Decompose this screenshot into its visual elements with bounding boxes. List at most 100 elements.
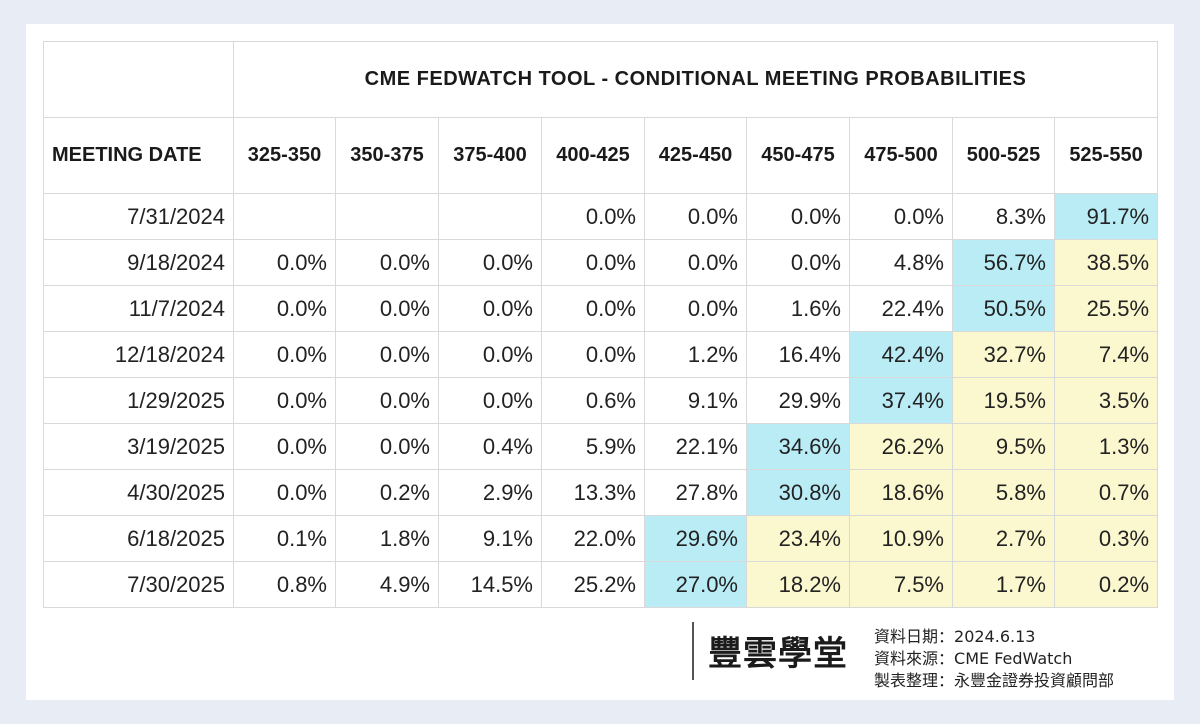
meeting-date-cell: 12/18/2024 [43, 331, 234, 378]
meeting-date-cell: 6/18/2025 [43, 515, 234, 562]
probability-cell: 56.7% [952, 239, 1055, 286]
column-header-425-450: 425-450 [644, 117, 747, 194]
probability-cell: 25.2% [541, 561, 645, 608]
probability-cell: 0.0% [438, 377, 542, 424]
column-header-500-525: 500-525 [952, 117, 1055, 194]
probability-cell: 37.4% [849, 377, 953, 424]
probability-cell: 25.5% [1053, 285, 1159, 332]
meeting-date-cell: 1/29/2025 [43, 377, 234, 424]
probability-cell: 0.0% [335, 285, 439, 332]
probability-cell: 9.1% [438, 515, 542, 562]
meeting-date-cell: 11/7/2024 [43, 285, 234, 332]
probability-cell: 0.0% [849, 193, 953, 240]
probability-cell: 34.6% [746, 423, 850, 470]
table-row: 6/18/2025 0.1% 1.8% 9.1% 22.0% 29.6% 23.4% 10.9… [43, 515, 1159, 562]
probability-cell: 0.0% [233, 331, 336, 378]
chart-card: CME FEDWATCH TOOL - CONDITIONAL MEETING … [26, 24, 1174, 700]
probability-cell: 2.9% [438, 469, 542, 516]
probability-cell: 38.5% [1053, 239, 1159, 286]
probability-cell: 1.8% [335, 515, 439, 562]
probability-cell: 1.6% [746, 285, 850, 332]
probability-cell: 0.0% [644, 239, 747, 286]
table-body: 7/31/2024 0.0% 0.0% 0.0% 0.0% 8.3% 91.7% 9/18/2… [43, 193, 1159, 608]
probability-cell: 7.4% [1053, 331, 1159, 378]
probability-cell: 23.4% [746, 515, 850, 562]
table-row: 12/18/2024 0.0% 0.0% 0.0% 0.0% 1.2% 16.4% 42.4%… [43, 331, 1159, 378]
probability-cell: 0.0% [233, 239, 336, 286]
probability-cell: 0.1% [233, 515, 336, 562]
column-header-row: MEETING DATE 325-350 350-375 375-400 400-42… [43, 117, 1159, 194]
probability-cell: 27.0% [644, 561, 747, 608]
probability-cell: 0.0% [541, 193, 645, 240]
probability-cell: 0.0% [233, 377, 336, 424]
probability-cell: 0.0% [541, 331, 645, 378]
probability-cell: 0.2% [1053, 561, 1159, 608]
probability-cell: 27.8% [644, 469, 747, 516]
table-row: 4/30/2025 0.0% 0.2% 2.9% 13.3% 27.8% 30.8% 18.6… [43, 469, 1159, 516]
probability-cell: 22.4% [849, 285, 953, 332]
probability-cell: 16.4% [746, 331, 850, 378]
probability-cell: 4.9% [335, 561, 439, 608]
probability-cell: 0.6% [541, 377, 645, 424]
probability-cell: 7.5% [849, 561, 953, 608]
table-row: 11/7/2024 0.0% 0.0% 0.0% 0.0% 0.0% 1.6% 22.4% 50… [43, 285, 1159, 332]
column-header-350-375: 350-375 [335, 117, 439, 194]
probability-cell: 0.0% [335, 377, 439, 424]
column-header-325-350: 325-350 [233, 117, 336, 194]
probability-cell: 29.6% [644, 515, 747, 562]
probability-cell: 8.3% [952, 193, 1055, 240]
probability-cell: 0.0% [233, 285, 336, 332]
probability-cell: 0.0% [335, 331, 439, 378]
column-header-450-475: 450-475 [746, 117, 850, 194]
note-compiler: 製表整理：永豐金證券投資顧問部 [874, 671, 1115, 690]
probability-cell: 0.3% [1053, 515, 1159, 562]
probability-cell: 0.0% [746, 239, 850, 286]
table-row: 1/29/2025 0.0% 0.0% 0.0% 0.6% 9.1% 29.9% 37.4% 1… [43, 377, 1159, 424]
probability-cell: 0.4% [438, 423, 542, 470]
probability-cell: 91.7% [1053, 193, 1159, 240]
meeting-date-cell: 7/31/2024 [43, 193, 234, 240]
probability-cell: 30.8% [746, 469, 850, 516]
probability-cell: 5.8% [952, 469, 1055, 516]
probability-cell: 32.7% [952, 331, 1055, 378]
probability-cell: 0.0% [233, 423, 336, 470]
probability-cell: 22.0% [541, 515, 645, 562]
meeting-date-header: MEETING DATE [43, 117, 234, 194]
source-notes: 資料日期：2024.6.13 資料來源：CME FedWatch 製表整理：永豐… [874, 626, 1114, 692]
probability-cell: 42.4% [849, 331, 953, 378]
table-row: 7/30/2025 0.8% 4.9% 14.5% 25.2% 27.0% 18.2% 7.5… [43, 561, 1159, 608]
probability-cell: 0.0% [746, 193, 850, 240]
probability-cell: 0.0% [438, 285, 542, 332]
footer-divider [692, 622, 694, 680]
meeting-date-cell: 9/18/2024 [43, 239, 234, 286]
probability-cell: 22.1% [644, 423, 747, 470]
probability-cell [438, 193, 542, 240]
probability-cell: 26.2% [849, 423, 953, 470]
column-header-525-550: 525-550 [1053, 117, 1159, 194]
column-header-400-425: 400-425 [541, 117, 645, 194]
probability-cell: 3.5% [1053, 377, 1159, 424]
probability-cell: 29.9% [746, 377, 850, 424]
probability-cell: 0.0% [438, 331, 542, 378]
probability-cell: 9.1% [644, 377, 747, 424]
note-source: 資料來源：CME FedWatch [874, 649, 1073, 668]
meeting-date-cell: 7/30/2025 [43, 561, 234, 608]
brand-logo: 豐雲學堂 [708, 634, 848, 674]
probability-cell: 0.8% [233, 561, 336, 608]
probability-table: CME FEDWATCH TOOL - CONDITIONAL MEETING … [43, 41, 1159, 608]
probability-cell: 14.5% [438, 561, 542, 608]
column-header-375-400: 375-400 [438, 117, 542, 194]
probability-cell: 5.9% [541, 423, 645, 470]
table-row: 9/18/2024 0.0% 0.0% 0.0% 0.0% 0.0% 0.0% 4.8% 56.… [43, 239, 1159, 286]
probability-cell: 50.5% [952, 285, 1055, 332]
probability-cell: 0.0% [541, 285, 645, 332]
probability-cell: 1.3% [1053, 423, 1159, 470]
probability-cell: 0.0% [644, 285, 747, 332]
probability-cell: 0.0% [438, 239, 542, 286]
probability-cell: 1.7% [952, 561, 1055, 608]
probability-cell: 4.8% [849, 239, 953, 286]
table-row: 7/31/2024 0.0% 0.0% 0.0% 0.0% 8.3% 91.7% [43, 193, 1159, 240]
column-header-475-500: 475-500 [849, 117, 953, 194]
probability-cell: 2.7% [952, 515, 1055, 562]
probability-cell: 0.0% [335, 239, 439, 286]
